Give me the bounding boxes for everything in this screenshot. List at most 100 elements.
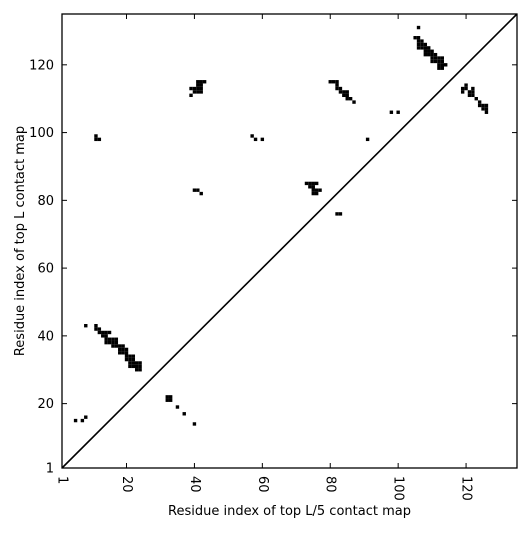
y-tick-label: 1 <box>46 462 54 477</box>
contact-point <box>107 337 112 341</box>
contact-point <box>437 66 441 70</box>
contact-point <box>423 42 428 47</box>
contact-point <box>416 39 421 43</box>
contact-point <box>124 354 129 358</box>
contact-point <box>84 324 88 328</box>
contact-point <box>121 351 125 355</box>
contact-point <box>430 49 434 53</box>
x-tick-label: 120 <box>459 476 474 501</box>
contact-point <box>335 212 339 216</box>
contact-point <box>196 80 200 84</box>
contact-point <box>111 344 115 348</box>
contact-point <box>260 137 265 142</box>
contact-point <box>348 97 353 101</box>
contact-point <box>192 86 197 91</box>
contact-point <box>121 344 125 348</box>
contact-point <box>94 134 98 138</box>
contact-point <box>118 344 122 348</box>
contact-point <box>175 405 180 409</box>
contact-point <box>84 415 88 419</box>
contact-point <box>331 80 336 84</box>
contact-point <box>192 422 197 426</box>
contact-point <box>196 86 200 91</box>
contact-point <box>165 398 169 402</box>
contact-point <box>128 364 132 369</box>
contact-point <box>168 395 173 399</box>
contact-point <box>199 191 203 196</box>
contact-point <box>389 110 394 114</box>
contact-point <box>192 90 197 94</box>
contact-point <box>124 357 129 362</box>
contact-point <box>477 103 482 108</box>
x-tick-label: 60 <box>255 476 270 493</box>
contact-point <box>199 80 203 84</box>
contact-point <box>460 90 465 94</box>
contact-point <box>311 181 315 186</box>
contact-point <box>413 36 417 40</box>
x-tick-label: 100 <box>391 476 406 501</box>
contact-point <box>311 185 315 189</box>
contact-point <box>345 93 349 98</box>
contact-point <box>420 42 424 47</box>
contact-point <box>104 330 108 335</box>
contact-point <box>460 86 465 91</box>
y-tick-label: 60 <box>37 262 54 277</box>
contact-point <box>481 103 485 108</box>
contact-point <box>199 90 203 94</box>
contact-point <box>437 63 441 67</box>
plot-frame <box>61 13 518 469</box>
contact-point <box>314 188 319 192</box>
y-tick-label: 80 <box>37 194 54 209</box>
contact-point <box>168 398 173 402</box>
y-tick-label: 120 <box>29 58 54 73</box>
contact-point <box>416 36 421 40</box>
contact-point <box>427 46 431 50</box>
contact-point <box>138 364 142 369</box>
x-axis-label: Residue index of top L/5 contact map <box>168 504 411 519</box>
contact-point <box>464 86 468 91</box>
x-tick-label: 80 <box>323 476 338 493</box>
contact-point <box>430 52 434 57</box>
contact-point <box>311 188 315 192</box>
x-tick-label: 1 <box>55 476 70 484</box>
contact-point <box>338 90 343 94</box>
contact-point <box>101 334 105 338</box>
contact-point <box>97 330 102 335</box>
contact-point <box>318 188 322 192</box>
contact-point <box>437 59 441 64</box>
contact-point <box>427 52 431 57</box>
contact-point <box>135 368 139 372</box>
contact-point <box>335 83 339 87</box>
contact-point <box>471 90 475 94</box>
contact-point <box>73 418 78 423</box>
contact-point <box>196 90 200 94</box>
contact-point <box>124 347 129 352</box>
y-axis-label: Residue index of top L contact map <box>13 126 28 356</box>
x-tick-label: 20 <box>119 476 134 493</box>
contact-point <box>311 191 315 196</box>
contact-point <box>342 90 346 94</box>
contact-point <box>118 347 122 352</box>
contact-point <box>131 364 136 369</box>
contact-point <box>427 49 431 53</box>
contact-point <box>304 181 309 186</box>
contact-point <box>114 344 119 348</box>
contact-point <box>308 181 312 186</box>
contact-point <box>107 340 112 345</box>
contact-point <box>433 52 438 57</box>
contact-point <box>365 137 370 142</box>
contact-point <box>128 354 132 358</box>
contact-point <box>416 25 421 30</box>
contact-point <box>423 46 428 50</box>
contact-point <box>192 188 197 192</box>
contact-point <box>250 134 254 138</box>
points-layer <box>73 25 489 426</box>
contact-point <box>437 56 441 60</box>
contact-point <box>471 86 475 91</box>
contact-point <box>138 361 142 365</box>
contact-point <box>124 351 129 355</box>
contact-point <box>138 368 142 372</box>
contact-point <box>196 83 200 87</box>
contact-point <box>430 56 434 60</box>
